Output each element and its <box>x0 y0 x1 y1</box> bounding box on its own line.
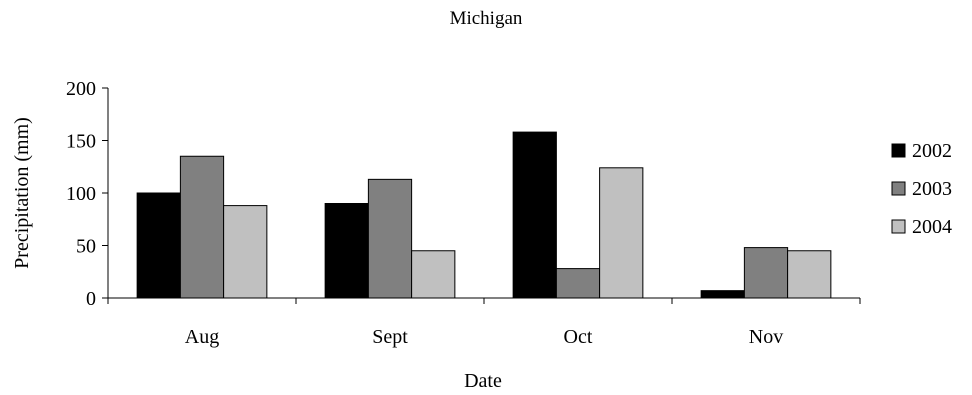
y-axis-label-group: Precipitation (mm) <box>11 117 33 269</box>
y-tick-label: 0 <box>86 288 96 310</box>
bar-2003-aug <box>179 155 225 299</box>
bar-2002-nov <box>700 290 745 299</box>
x-axis <box>107 297 861 304</box>
bar-2002-oct <box>512 131 557 299</box>
bars <box>136 131 832 299</box>
legend: 2002 2003 2004 <box>891 140 952 238</box>
y-tick-label: 50 <box>76 236 96 258</box>
legend-label-2004: 2004 <box>912 216 952 238</box>
bar-2003-nov <box>743 247 789 299</box>
y-tick-label: 150 <box>66 131 96 153</box>
category-label-nov: Nov <box>749 326 783 348</box>
legend-swatch-2002 <box>891 143 906 158</box>
x-axis-label: Date <box>464 370 502 392</box>
category-label-aug: Aug <box>185 326 219 348</box>
legend-swatch-2003 <box>891 181 906 196</box>
bar-2004-sept <box>411 250 456 299</box>
bar-2002-aug <box>136 192 181 299</box>
legend-label-2002: 2002 <box>912 140 952 162</box>
chart-title: Michigan <box>450 8 523 29</box>
bar-2004-nov <box>787 250 832 299</box>
category-labels: Aug Sept Oct Nov <box>185 326 783 348</box>
y-axis-ticks: 0 50 100 150 200 <box>66 78 109 310</box>
bar-2004-aug <box>223 205 268 299</box>
bar-2004-oct <box>599 167 644 299</box>
bar-2002-sept <box>324 203 369 299</box>
bar-2003-oct <box>555 268 601 299</box>
legend-swatch-2004 <box>891 219 906 234</box>
category-label-oct: Oct <box>564 326 593 348</box>
y-tick-label: 100 <box>66 183 96 205</box>
y-tick-label: 200 <box>66 78 96 100</box>
legend-label-2003: 2003 <box>912 178 952 200</box>
category-label-sept: Sept <box>372 326 408 348</box>
y-axis-label: Precipitation (mm) <box>11 117 33 269</box>
bar-2003-sept <box>367 178 413 299</box>
